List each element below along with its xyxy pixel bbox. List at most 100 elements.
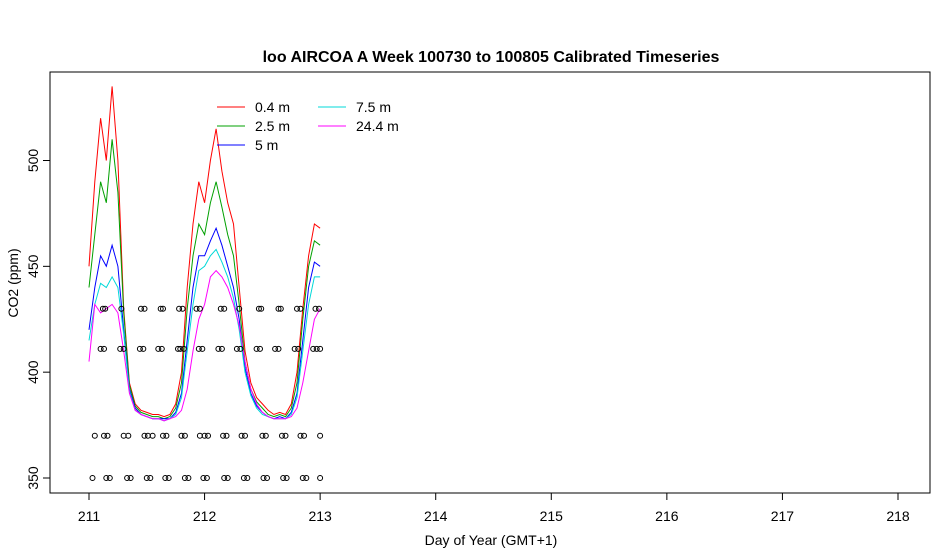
marker-point xyxy=(316,305,322,312)
marker-point xyxy=(282,432,289,439)
marker-point xyxy=(217,305,224,312)
x-tick-label: 213 xyxy=(308,508,332,524)
marker-point xyxy=(195,345,202,352)
marker-point xyxy=(180,345,187,352)
marker-point xyxy=(258,305,265,312)
marker-point xyxy=(125,432,132,439)
marker-point xyxy=(104,432,111,439)
marker-point xyxy=(178,432,185,439)
y-tick-label: 450 xyxy=(25,254,41,278)
marker-point xyxy=(117,345,124,352)
marker-point xyxy=(101,432,107,439)
series-line-5 xyxy=(88,269,321,422)
marker-point xyxy=(218,345,225,352)
marker-point xyxy=(147,475,154,481)
marker-point xyxy=(160,305,166,312)
marker-point xyxy=(253,345,260,352)
legend-label: 7.5 m xyxy=(356,99,391,115)
marker-point xyxy=(297,305,304,312)
y-tick-label: 350 xyxy=(25,466,41,490)
x-tick-label: 218 xyxy=(886,508,910,524)
marker-point xyxy=(140,345,147,352)
x-axis-label: Day of Year (GMT+1) xyxy=(425,532,558,548)
series-layer xyxy=(88,86,321,422)
marker-point xyxy=(177,345,184,352)
marker-point xyxy=(295,345,302,352)
series-line-3 xyxy=(88,226,321,420)
marker-point xyxy=(221,305,228,312)
marker-point xyxy=(220,432,227,439)
marker-layer xyxy=(89,305,324,481)
marker-point xyxy=(257,345,263,352)
marker-point xyxy=(91,432,98,439)
marker-point xyxy=(158,345,165,352)
marker-point xyxy=(155,345,162,352)
legend: 0.4 m 2.5 m 5 m 7.5 m 24.4 m xyxy=(217,99,399,153)
y-tick-label: 400 xyxy=(25,360,41,384)
marker-point xyxy=(201,432,208,439)
legend-label: 24.4 m xyxy=(356,118,399,134)
x-tick-label: 215 xyxy=(540,508,564,524)
marker-point xyxy=(215,345,222,352)
marker-point xyxy=(233,345,240,352)
marker-point xyxy=(262,432,269,439)
marker-point xyxy=(175,345,181,352)
marker-point xyxy=(199,345,206,352)
marker-point xyxy=(223,432,230,439)
marker-point xyxy=(196,305,203,312)
plot-box xyxy=(49,71,931,494)
marker-point xyxy=(127,475,134,481)
marker-point xyxy=(138,305,144,312)
marker-point xyxy=(238,432,245,439)
x-axis: 211 212 213 214 215 216 217 218 xyxy=(78,492,910,524)
marker-point xyxy=(120,345,127,352)
marker-point xyxy=(193,305,200,312)
marker-point xyxy=(242,432,248,439)
marker-point xyxy=(283,475,290,481)
marker-point xyxy=(103,475,110,481)
marker-point xyxy=(275,305,282,312)
marker-point xyxy=(236,305,243,312)
marker-point xyxy=(163,432,170,439)
marker-point xyxy=(124,475,131,481)
marker-point xyxy=(275,345,282,352)
x-tick-label: 217 xyxy=(771,508,795,524)
marker-point xyxy=(240,475,247,481)
marker-point xyxy=(255,305,262,312)
y-axis: 350 400 450 500 xyxy=(25,149,51,490)
marker-point xyxy=(264,475,270,481)
marker-point xyxy=(224,475,231,481)
marker-point xyxy=(165,475,172,481)
marker-point xyxy=(303,475,310,481)
marker-point xyxy=(312,305,319,312)
marker-point xyxy=(237,345,244,352)
y-axis-label: CO2 (ppm) xyxy=(5,248,21,317)
marker-point xyxy=(181,475,188,481)
x-tick-label: 212 xyxy=(193,508,217,524)
marker-point xyxy=(200,475,207,481)
marker-point xyxy=(118,305,125,312)
marker-point xyxy=(99,305,106,312)
marker-point xyxy=(97,345,104,352)
marker-point xyxy=(162,475,169,481)
marker-point xyxy=(279,432,285,439)
x-tick-label: 216 xyxy=(655,508,679,524)
chart-title: loo AIRCOA A Week 100730 to 100805 Calib… xyxy=(263,49,720,66)
legend-label: 5 m xyxy=(255,137,278,153)
marker-point xyxy=(149,432,156,439)
marker-point xyxy=(317,432,324,439)
marker-point xyxy=(102,305,109,312)
marker-point xyxy=(143,475,150,481)
marker-point xyxy=(294,305,300,312)
marker-point xyxy=(272,345,279,352)
marker-point xyxy=(89,475,96,481)
marker-point xyxy=(291,345,298,352)
marker-point xyxy=(277,305,284,312)
marker-point xyxy=(101,345,107,352)
series-line-4 xyxy=(88,248,321,422)
marker-point xyxy=(280,475,287,481)
marker-point xyxy=(244,475,251,481)
marker-point xyxy=(157,305,164,312)
series-line-1 xyxy=(88,86,321,418)
